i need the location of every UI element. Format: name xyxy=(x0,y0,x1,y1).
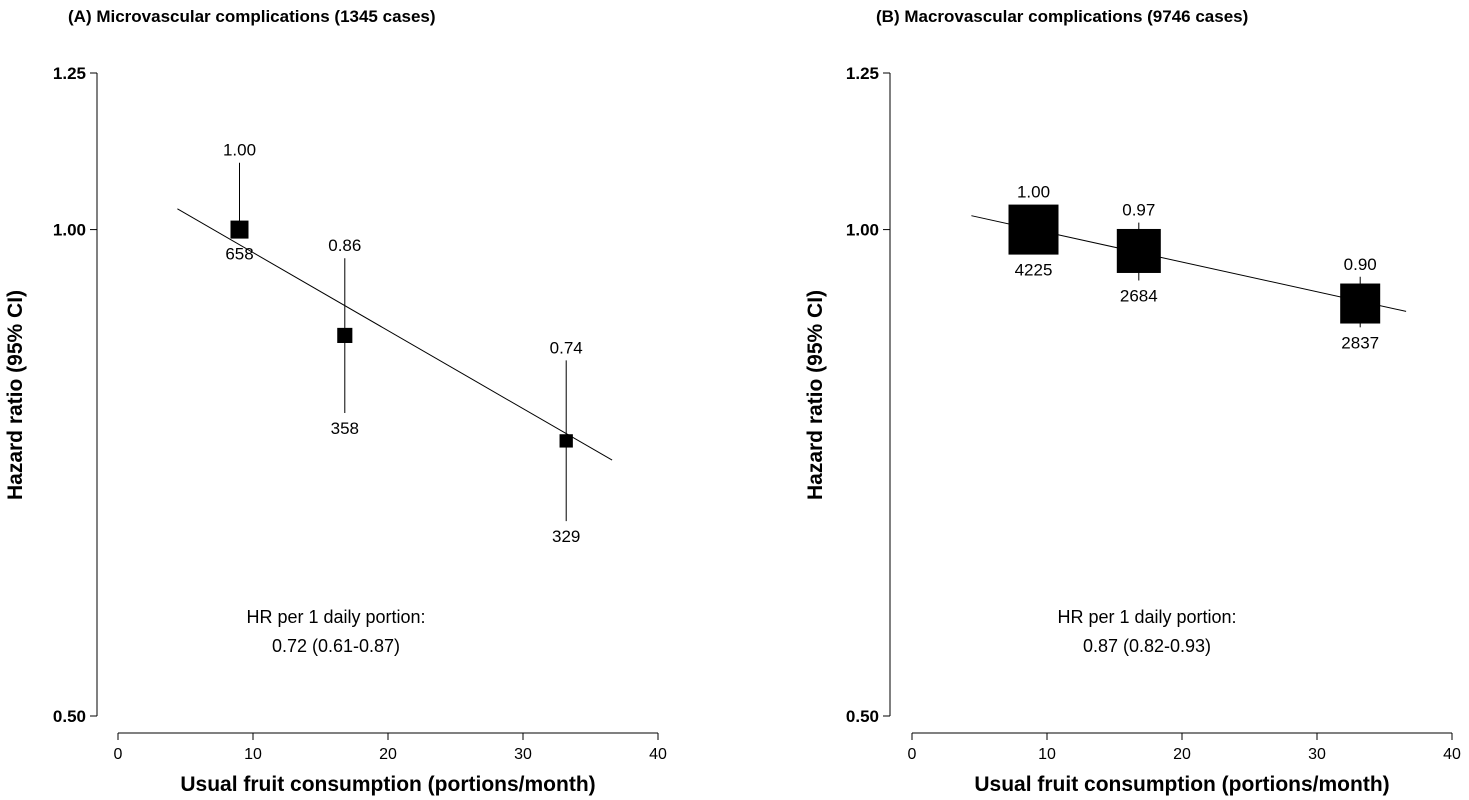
hr-marker xyxy=(1340,283,1381,324)
cases-label: 658 xyxy=(225,245,253,264)
x-tick-label: 20 xyxy=(379,746,397,763)
trend-line xyxy=(177,208,613,461)
panel-b: (B) Macrovascular complications (9746 ca… xyxy=(804,7,1461,796)
hr-marker xyxy=(559,434,573,448)
y-tick-label: 1.25 xyxy=(846,64,879,83)
cases-label: 329 xyxy=(552,527,580,546)
annotation-line-1: HR per 1 daily portion: xyxy=(246,607,425,627)
y-axis-label: Hazard ratio (95% CI) xyxy=(4,290,27,500)
panel-title: (B) Macrovascular complications (9746 ca… xyxy=(876,7,1248,26)
annotation-line-2: 0.87 (0.82-0.93) xyxy=(1083,636,1211,656)
annotation-line-1: HR per 1 daily portion: xyxy=(1057,607,1236,627)
panel-a: (A) Microvascular complications (1345 ca… xyxy=(4,7,667,796)
y-tick-label: 0.50 xyxy=(846,707,879,726)
plot-marks: 0.50 1.00 1.25 0 10 20 30 40 1.00 4225 0.97 2684 0.9… xyxy=(846,64,1461,763)
x-tick-label: 0 xyxy=(114,746,123,763)
y-tick-label: 1.00 xyxy=(846,221,879,240)
hr-marker xyxy=(1008,204,1059,255)
x-tick-label: 40 xyxy=(649,746,667,763)
hr-label: 0.74 xyxy=(550,338,583,357)
y-tick-label: 1.00 xyxy=(53,221,86,240)
annotation-line-2: 0.72 (0.61-0.87) xyxy=(272,636,400,656)
hr-label: 1.00 xyxy=(223,141,256,160)
panel-title: (A) Microvascular complications (1345 ca… xyxy=(68,7,436,26)
plot-marks: 0.50 1.00 1.25 0 10 20 30 40 1.00 658 0.86 358 0.74 3… xyxy=(53,64,667,763)
x-axis-label: Usual fruit consumption (portions/month) xyxy=(974,773,1389,796)
cases-label: 2684 xyxy=(1120,287,1158,306)
cases-label: 2837 xyxy=(1341,333,1379,352)
y-tick-label: 0.50 xyxy=(53,707,86,726)
hr-label: 0.97 xyxy=(1122,201,1155,220)
cases-label: 358 xyxy=(331,419,359,438)
x-tick-label: 30 xyxy=(1308,746,1326,763)
hr-label: 1.00 xyxy=(1017,183,1050,202)
hr-marker xyxy=(230,220,249,239)
hr-marker xyxy=(1116,228,1161,273)
x-tick-label: 10 xyxy=(1038,746,1056,763)
hr-marker xyxy=(337,327,353,343)
hr-label: 0.90 xyxy=(1344,255,1377,274)
x-tick-label: 30 xyxy=(514,746,532,763)
x-axis-label: Usual fruit consumption (portions/month) xyxy=(180,773,595,796)
y-tick-label: 1.25 xyxy=(53,64,86,83)
x-tick-label: 0 xyxy=(908,746,917,763)
cases-label: 4225 xyxy=(1015,261,1053,280)
x-tick-label: 40 xyxy=(1443,746,1461,763)
x-tick-label: 20 xyxy=(1173,746,1191,763)
x-tick-label: 10 xyxy=(244,746,262,763)
hr-label: 0.86 xyxy=(328,236,361,255)
y-axis-label: Hazard ratio (95% CI) xyxy=(804,290,827,500)
